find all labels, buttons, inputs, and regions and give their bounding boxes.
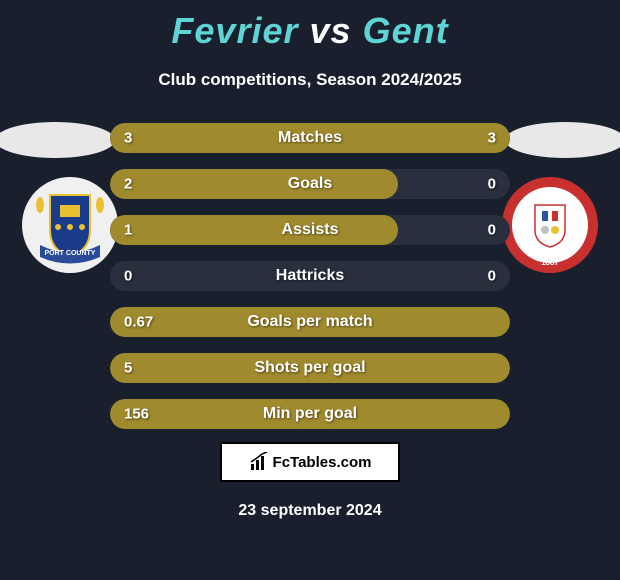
stat-label: Shots per goal bbox=[254, 359, 365, 377]
stat-value-right: 0 bbox=[488, 176, 496, 193]
spotlight-left bbox=[0, 122, 115, 158]
stat-label: Goals bbox=[288, 175, 332, 193]
stat-value-left: 156 bbox=[124, 406, 149, 423]
stat-bar: 0.67 Goals per match bbox=[110, 307, 510, 337]
stat-value-left: 1 bbox=[124, 222, 132, 239]
team-crest-right: BARNSLEY FC 1887 bbox=[500, 175, 600, 275]
competition-subtitle: Club competitions, Season 2024/2025 bbox=[0, 70, 620, 90]
bar-fill-left bbox=[110, 169, 398, 199]
stat-value-left: 5 bbox=[124, 360, 132, 377]
infographic-date: 23 september 2024 bbox=[238, 502, 381, 520]
crest-left-banner-text: PORT COUNTY bbox=[45, 250, 96, 257]
bar-fill-left bbox=[110, 215, 398, 245]
crest-right-year: 1887 bbox=[541, 258, 559, 267]
stat-label: Goals per match bbox=[247, 313, 372, 331]
stat-bar: 3 3 Matches bbox=[110, 123, 510, 153]
logo-text: FcTables.com bbox=[273, 454, 372, 471]
crest-left-svg: PORT COUNTY bbox=[20, 175, 120, 275]
stat-bar: 156 Min per goal bbox=[110, 399, 510, 429]
player2-name: Gent bbox=[363, 10, 449, 51]
stat-value-left: 3 bbox=[124, 130, 132, 147]
stat-bars-container: 3 3 Matches 2 0 Goals 1 0 Assists 0 0 Hattricks 0.67… bbox=[110, 123, 510, 445]
player1-name: Fevrier bbox=[171, 10, 298, 51]
stat-value-right: 0 bbox=[488, 222, 496, 239]
chart-icon bbox=[249, 452, 269, 472]
team-crest-left: PORT COUNTY bbox=[20, 175, 120, 275]
stat-value-left: 0 bbox=[124, 268, 132, 285]
stat-value-left: 2 bbox=[124, 176, 132, 193]
comparison-title: Fevrier vs Gent bbox=[0, 0, 620, 52]
vs-separator: vs bbox=[310, 10, 352, 51]
stat-bar: 5 Shots per goal bbox=[110, 353, 510, 383]
stat-label: Hattricks bbox=[276, 267, 344, 285]
stat-bar: 1 0 Assists bbox=[110, 215, 510, 245]
stat-bar: 2 0 Goals bbox=[110, 169, 510, 199]
crest-right-svg: BARNSLEY FC 1887 bbox=[500, 175, 600, 275]
stat-value-right: 3 bbox=[488, 130, 496, 147]
stat-value-right: 0 bbox=[488, 268, 496, 285]
stat-label: Matches bbox=[278, 129, 342, 147]
stat-bar: 0 0 Hattricks bbox=[110, 261, 510, 291]
spotlight-right bbox=[505, 122, 620, 158]
stat-label: Assists bbox=[282, 221, 339, 239]
stat-value-left: 0.67 bbox=[124, 314, 153, 331]
stat-label: Min per goal bbox=[263, 405, 357, 423]
fctables-logo[interactable]: FcTables.com bbox=[220, 442, 400, 482]
